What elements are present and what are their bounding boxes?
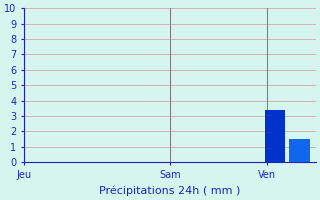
Bar — [290, 139, 310, 162]
Bar — [265, 110, 285, 162]
X-axis label: Précipitations 24h ( mm ): Précipitations 24h ( mm ) — [99, 185, 241, 196]
